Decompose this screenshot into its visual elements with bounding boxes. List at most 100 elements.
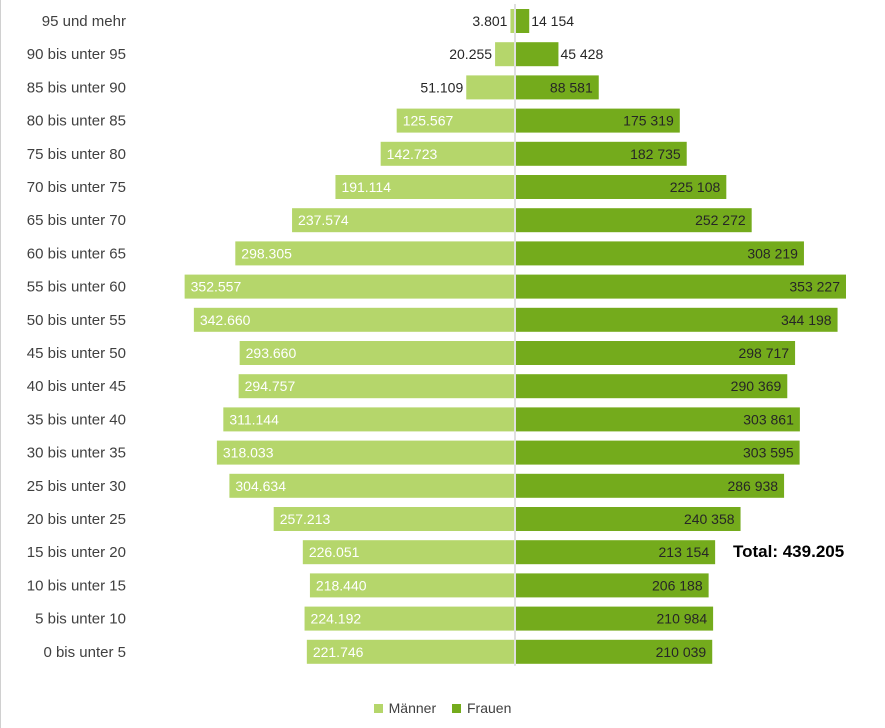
- data-label-maenner: 51.109: [420, 79, 463, 95]
- data-label-maenner: 257.213: [280, 511, 331, 527]
- bar-frauen: [516, 141, 687, 166]
- bar-maenner: [309, 573, 514, 598]
- legend-swatch-frauen: [452, 704, 461, 713]
- data-label-frauen: 225 108: [670, 179, 721, 195]
- chart-plot: 95 und mehr 3.801 14 154 90 bis unter 95 20.…: [27, 4, 846, 666]
- category-label: 15 bis unter 20: [27, 544, 126, 561]
- category-label: 85 bis unter 90: [27, 79, 126, 96]
- bar-maenner: [380, 141, 514, 166]
- data-label-maenner: 142.723: [387, 146, 438, 162]
- data-label-maenner: 226.051: [309, 544, 360, 560]
- bar-maenner: [229, 473, 514, 498]
- category-label: 35 bis unter 40: [27, 411, 126, 428]
- legend-label-maenner: Männer: [388, 700, 437, 716]
- data-label-maenner: 191.114: [341, 179, 391, 195]
- category-label: 20 bis unter 25: [27, 511, 126, 528]
- data-label-maenner: 20.255: [449, 46, 492, 62]
- data-label-maenner: 342.660: [200, 312, 251, 328]
- bar-maenner: [396, 108, 514, 133]
- bar-frauen: [516, 274, 846, 299]
- data-label-maenner: 294.757: [245, 378, 296, 394]
- bar-maenner: [184, 274, 514, 299]
- bar-maenner: [292, 208, 514, 233]
- data-label-maenner: 218.440: [316, 577, 367, 593]
- bar-maenner: [239, 341, 514, 365]
- bar-maenner: [466, 75, 514, 100]
- bar-frauen: [516, 241, 804, 266]
- bar-maenner: [193, 307, 515, 332]
- data-label-frauen: 182 735: [630, 146, 681, 162]
- bar-frauen: [516, 573, 709, 598]
- legend-item-maenner: Männer: [373, 700, 437, 716]
- data-label-frauen: 303 861: [743, 411, 794, 427]
- bar-maenner: [273, 507, 514, 531]
- bar-frauen: [516, 507, 741, 531]
- category-label: 40 bis unter 45: [27, 378, 126, 395]
- bar-frauen: [516, 473, 785, 498]
- data-label-frauen: 290 369: [731, 378, 782, 394]
- data-label-maenner: 3.801: [472, 13, 507, 29]
- bar-frauen: [516, 175, 727, 199]
- category-label: 60 bis unter 65: [27, 245, 126, 262]
- bar-frauen: [516, 307, 838, 332]
- category-label: 70 bis unter 75: [27, 179, 126, 196]
- data-label-frauen: 45 428: [560, 46, 603, 62]
- data-label-maenner: 318.033: [223, 445, 274, 461]
- legend-swatch-maenner: [373, 704, 383, 713]
- category-label: 75 bis unter 80: [27, 146, 126, 163]
- data-label-frauen: 298 717: [738, 345, 789, 361]
- bar-frauen: [516, 208, 752, 233]
- category-label: 50 bis unter 55: [27, 312, 126, 329]
- frame-edge: [0, 0, 1, 728]
- bar-frauen: [516, 407, 800, 432]
- bar-maenner: [238, 374, 514, 399]
- data-label-maenner: 293.660: [246, 345, 297, 361]
- data-label-maenner: 221.746: [313, 644, 364, 660]
- bar-frauen: [516, 639, 713, 664]
- bar-maenner: [495, 42, 514, 67]
- bar-frauen: [516, 108, 680, 133]
- category-label: 65 bis unter 70: [27, 212, 126, 229]
- data-label-maenner: 237.574: [298, 212, 349, 228]
- bar-maenner: [223, 407, 514, 432]
- data-label-frauen: 14 154: [531, 13, 574, 29]
- bar-frauen: [516, 540, 716, 565]
- data-label-frauen: 303 595: [743, 445, 794, 461]
- data-label-frauen: 175 319: [623, 113, 674, 129]
- data-label-frauen: 88 581: [550, 79, 593, 95]
- category-label: 5 bis unter 10: [35, 611, 126, 628]
- category-label: 55 bis unter 60: [27, 279, 126, 296]
- bar-frauen: [516, 75, 599, 100]
- data-label-frauen: 210 039: [656, 644, 707, 660]
- data-label-frauen: 286 938: [727, 478, 778, 494]
- data-label-maenner: 352.557: [191, 279, 242, 295]
- bar-frauen: [516, 606, 714, 631]
- data-label-frauen: 308 219: [747, 245, 798, 261]
- bar-frauen: [516, 374, 788, 399]
- data-label-maenner: 224.192: [311, 611, 362, 627]
- data-label-frauen: 210 984: [657, 611, 708, 627]
- legend-item-frauen: Frauen: [452, 700, 511, 716]
- category-label: 90 bis unter 95: [27, 46, 126, 63]
- bar-maenner: [510, 9, 514, 33]
- legend: Männer Frauen: [0, 700, 885, 716]
- bar-frauen: [516, 9, 530, 33]
- data-label-frauen: 252 272: [695, 212, 746, 228]
- legend-label-frauen: Frauen: [467, 700, 512, 716]
- category-label: 80 bis unter 85: [27, 113, 126, 130]
- data-label-maenner: 298.305: [241, 245, 292, 261]
- bar-maenner: [235, 241, 514, 266]
- data-label-frauen: 213 154: [659, 544, 710, 560]
- data-label-maenner: 311.144: [229, 411, 279, 427]
- bar-frauen: [516, 341, 796, 365]
- bar-frauen: [516, 42, 559, 67]
- data-label-maenner: 304.634: [235, 478, 286, 494]
- total-annotation: Total: 439.205: [733, 542, 845, 561]
- category-label: 0 bis unter 5: [43, 644, 126, 661]
- category-label: 25 bis unter 30: [27, 478, 126, 495]
- data-label-frauen: 344 198: [781, 312, 832, 328]
- category-label: 95 und mehr: [42, 13, 126, 30]
- data-label-maenner: 125.567: [403, 113, 454, 129]
- data-label-frauen: 240 358: [684, 511, 735, 527]
